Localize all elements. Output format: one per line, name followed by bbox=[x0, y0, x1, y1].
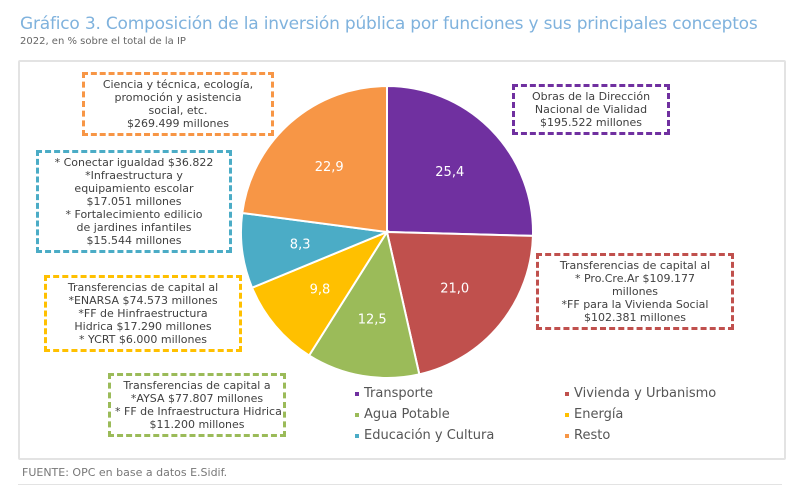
annotation-line: * Fortalecimiento edilicio bbox=[65, 208, 203, 221]
annotation-line: * Conectar igualdad $36.822 bbox=[54, 156, 214, 169]
annotation-line: * Pro.Cre.Ar $109.177 bbox=[574, 272, 695, 285]
annotation-line: $11.200 millones bbox=[149, 418, 245, 431]
chart-subtitle: 2022, en % sobre el total de la IP bbox=[20, 36, 186, 47]
data-label: 9,8 bbox=[310, 282, 331, 297]
legend-label: Transporte bbox=[364, 386, 433, 401]
annotation-line: *FF para la Vivienda Social bbox=[561, 298, 709, 311]
pie-slice-agua-potable bbox=[307, 229, 421, 379]
legend-label: Vivienda y Urbanismo bbox=[574, 386, 717, 401]
annotation-line: *FF de Hinfraestructura bbox=[78, 307, 208, 320]
legend-marker-icon bbox=[565, 433, 569, 438]
annotation-line: *AYSA $77.807 millones bbox=[130, 392, 264, 405]
annotation-line: $17.051 millones bbox=[86, 195, 182, 208]
annotation-resto: Ciencia y técnica, ecología, promoción y … bbox=[82, 72, 274, 136]
annotation-line: Nacional de Vialidad bbox=[534, 103, 648, 116]
annotation-line: * FF de Infraestructura Hidrica bbox=[115, 405, 282, 418]
legend-item: Educación y Cultura bbox=[355, 428, 494, 443]
data-label: 12,5 bbox=[358, 312, 387, 327]
annotation-line: millones bbox=[611, 285, 659, 298]
chart-title: Gráfico 3. Composición de la inversión p… bbox=[20, 14, 758, 34]
annotation-line: social, etc. bbox=[148, 104, 208, 117]
annotation-line: de jardines infantiles bbox=[76, 221, 192, 234]
legend-label: Energía bbox=[574, 407, 624, 422]
annotation-transporte: Obras de la Dirección Nacional de Vialida… bbox=[512, 84, 670, 135]
annotation-agua: Transferencias de capital a *AYSA $77.807… bbox=[108, 373, 286, 437]
legend-item: Resto bbox=[565, 428, 610, 443]
legend-item: Vivienda y Urbanismo bbox=[565, 386, 716, 401]
legend-item: Transporte bbox=[355, 386, 433, 401]
legend-label: Educación y Cultura bbox=[364, 428, 495, 443]
annotation-line: equipamiento escolar bbox=[74, 182, 194, 195]
annotation-vivienda: Transferencias de capital al * Pro.Cre.Ar… bbox=[536, 253, 734, 330]
annotation-line: Transferencias de capital al bbox=[67, 281, 219, 294]
pie-slice-resto bbox=[241, 84, 388, 234]
annotation-line: promoción y asistencia bbox=[114, 91, 242, 104]
chart-frame bbox=[18, 60, 786, 460]
legend-item: Energía bbox=[565, 407, 623, 422]
data-label: 22,9 bbox=[315, 160, 344, 175]
annotation-line: $195.522 millones bbox=[539, 116, 643, 129]
divider bbox=[18, 484, 782, 485]
annotation-line: Ciencia y técnica, ecología, bbox=[102, 78, 254, 91]
annotation-line: *Infraestructura y bbox=[85, 169, 183, 182]
data-label: 25,4 bbox=[435, 165, 464, 180]
legend-marker-icon bbox=[355, 391, 359, 396]
annotation-line: * YCRT $6.000 millones bbox=[79, 333, 207, 346]
annotation-line: Transferencias de capital a bbox=[123, 379, 271, 392]
legend-marker-icon bbox=[565, 391, 569, 396]
annotation-energia: Transferencias de capital al *ENARSA $74.… bbox=[44, 275, 242, 352]
pie-slice-transporte bbox=[386, 84, 534, 237]
legend-marker-icon bbox=[355, 412, 359, 417]
data-label: 8,3 bbox=[290, 237, 311, 252]
legend-item: Agua Potable bbox=[355, 407, 450, 422]
annotation-line: Obras de la Dirección bbox=[531, 90, 651, 103]
source-note: FUENTE: OPC en base a datos E.Sidif. bbox=[22, 466, 228, 479]
legend-marker-icon bbox=[355, 433, 359, 438]
annotation-line: Hidrica $17.290 millones bbox=[74, 320, 212, 333]
legend-label: Agua Potable bbox=[364, 407, 450, 422]
pie-slice-energ-a bbox=[250, 229, 390, 357]
pie-slice-vivienda-y-urbanismo bbox=[385, 230, 534, 376]
annotation-educacion: * Conectar igualdad $36.822 *Infraestruct… bbox=[36, 150, 232, 253]
annotation-line: Transferencias de capital al bbox=[559, 259, 711, 272]
annotation-line: *ENARSA $74.573 millones bbox=[68, 294, 218, 307]
data-label: 21,0 bbox=[440, 282, 469, 297]
annotation-line: $102.381 millones bbox=[583, 311, 687, 324]
legend-label: Resto bbox=[574, 428, 611, 443]
annotation-line: $15.544 millones bbox=[86, 234, 182, 247]
annotation-line: $269.499 millones bbox=[126, 117, 230, 130]
legend-marker-icon bbox=[565, 412, 569, 417]
